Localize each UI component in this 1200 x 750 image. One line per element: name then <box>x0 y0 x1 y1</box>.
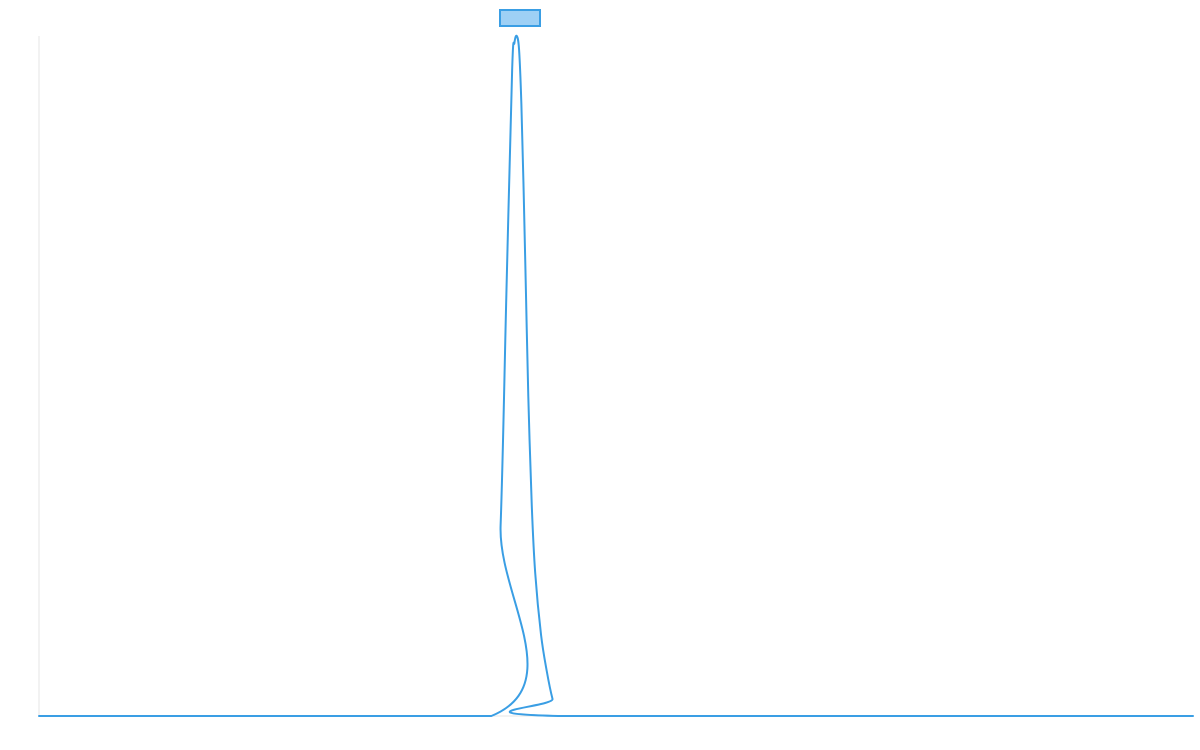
series-line-0 <box>38 34 1194 718</box>
legend-swatch-0 <box>499 9 541 27</box>
